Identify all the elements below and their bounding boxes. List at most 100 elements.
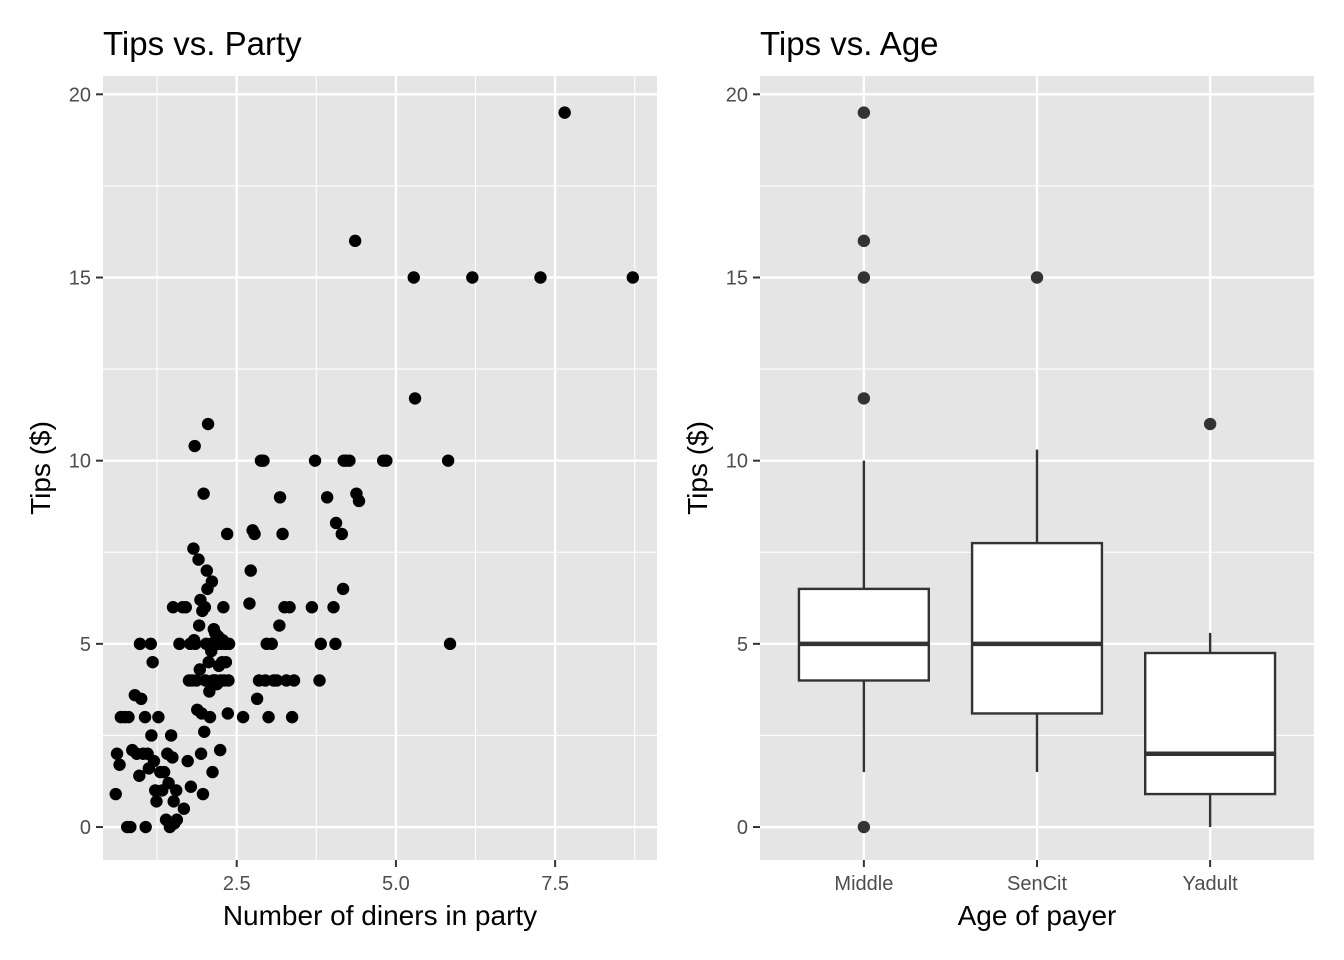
outlier-point [857, 392, 871, 405]
outlier-point [857, 271, 871, 284]
y-tick-label: 0 [80, 817, 91, 839]
data-point [285, 710, 299, 724]
data-point [313, 674, 326, 687]
data-point [181, 754, 194, 768]
data-point [407, 271, 420, 284]
data-point [197, 487, 210, 500]
chart-title: Tips vs. Party [103, 25, 302, 62]
data-point [203, 685, 216, 698]
y-tick-label: 10 [726, 451, 748, 473]
data-point [443, 637, 457, 651]
data-point [124, 820, 137, 834]
y-tick-label: 5 [737, 634, 748, 656]
data-point [166, 601, 180, 614]
data-point [380, 454, 393, 467]
data-point [146, 655, 159, 669]
data-point [236, 710, 250, 724]
data-point [139, 820, 152, 834]
data-point [534, 271, 547, 284]
data-point [147, 754, 161, 768]
x-tick-label: 7.5 [541, 873, 569, 895]
data-point [352, 494, 366, 508]
scatter-panel-tips-vs-party: Tips vs. Party 0 5 10 15 20 2.5 5.0 7.5 Number … [25, 25, 657, 931]
outlier-point [857, 234, 871, 248]
iqr-box [1144, 651, 1277, 796]
data-point [262, 710, 275, 724]
x-tick-label: Middle [834, 873, 893, 895]
data-point [244, 564, 257, 577]
data-point [441, 454, 455, 467]
data-point [257, 454, 270, 467]
data-point [177, 802, 191, 815]
data-point [314, 637, 327, 651]
data-point [466, 271, 479, 284]
data-point [194, 747, 208, 760]
data-point [150, 795, 163, 808]
data-point [157, 765, 171, 779]
x-axis-title: Number of diners in party [223, 900, 537, 931]
boxplot-yadult [1144, 417, 1277, 828]
boxplot-middle [797, 106, 930, 834]
axes: 0 5 10 15 20 2.5 5.0 7.5 [69, 84, 569, 895]
data-point [343, 454, 356, 467]
data-point [320, 491, 334, 504]
data-point [167, 795, 180, 808]
data-point [192, 619, 206, 632]
y-axis-title: Tips ($) [25, 421, 56, 515]
data-point [248, 527, 261, 541]
data-point [220, 527, 234, 541]
data-point [202, 655, 215, 669]
data-point [170, 813, 184, 826]
data-point [152, 710, 165, 724]
data-point [190, 674, 203, 687]
x-tick-label: Yadult [1183, 873, 1239, 895]
gridlines [103, 76, 657, 860]
data-point [336, 582, 350, 596]
outlier-point [857, 820, 871, 834]
data-point [265, 637, 278, 651]
data-point [335, 527, 348, 541]
data-point [187, 542, 200, 555]
data-point [189, 637, 202, 651]
data-point [138, 710, 152, 724]
data-point [179, 601, 192, 614]
data-point [273, 491, 287, 504]
y-axis-title: Tips ($) [682, 421, 713, 515]
chart-title: Tips vs. Age [760, 25, 939, 62]
data-point [198, 725, 211, 738]
data-point [184, 780, 198, 793]
data-point [203, 710, 217, 724]
iqr-box [797, 587, 930, 682]
data-point [133, 769, 146, 782]
data-point [192, 553, 205, 566]
x-axis-title: Age of payer [958, 900, 1117, 931]
data-point [348, 234, 362, 248]
outlier-point [857, 106, 871, 119]
data-point [327, 601, 340, 614]
data-point [329, 637, 342, 651]
y-tick-label: 5 [80, 634, 91, 656]
data-point [135, 692, 148, 706]
data-point [213, 743, 227, 757]
data-point [200, 564, 213, 577]
data-point [217, 601, 230, 614]
data-point [250, 692, 264, 706]
data-point [222, 637, 236, 651]
data-point [221, 707, 235, 720]
data-point [329, 516, 343, 530]
data-point [113, 758, 126, 771]
data-point [219, 655, 233, 669]
axes: 0 5 10 15 20 Middle SenCit Yadult [726, 84, 1238, 895]
data-point [133, 637, 147, 651]
y-tick-label: 20 [726, 84, 748, 106]
boxplots [797, 106, 1277, 834]
data-point [308, 454, 322, 467]
y-tick-label: 20 [69, 84, 91, 106]
data-point [164, 729, 178, 742]
data-point [196, 787, 210, 801]
x-tick-label: 2.5 [223, 873, 251, 895]
boxplot-sencit [970, 271, 1104, 773]
data-point [558, 106, 571, 119]
y-tick-label: 10 [69, 451, 91, 473]
